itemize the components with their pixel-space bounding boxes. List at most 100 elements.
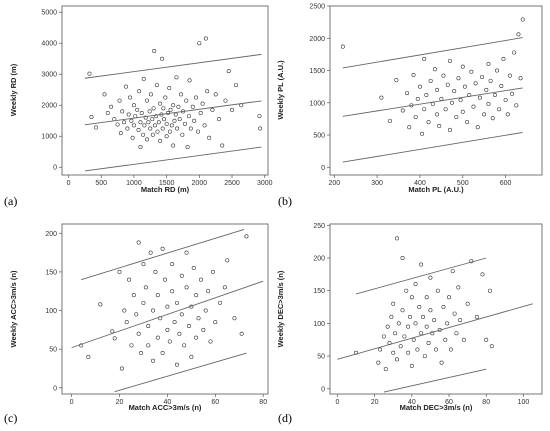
data-point [210,107,215,112]
data-point [443,337,448,342]
data-point [512,50,517,55]
data-point [376,360,381,365]
data-point [480,272,485,277]
data-point [437,123,442,128]
data-point [379,95,384,100]
data-point [413,321,418,326]
data-point [409,295,414,300]
data-point [383,367,388,372]
regression-line [84,100,262,126]
data-point [202,123,207,128]
data-point [148,92,153,97]
x-tick-label: 0 [335,399,339,406]
data-point [258,126,263,131]
data-point [180,132,185,137]
panel-label: (d) [278,411,292,425]
data-point [143,285,148,290]
data-point [456,76,461,81]
data-point [486,62,491,67]
data-point [141,76,146,81]
x-tick-label: 200 [328,180,340,187]
data-point [216,117,221,122]
data-point [452,311,457,316]
data-point [162,117,167,122]
data-point [186,323,191,328]
data-point [474,314,479,319]
data-point [447,295,452,300]
data-point [145,98,150,103]
data-point [424,324,429,329]
data-point [94,125,99,130]
x-axis-label: Match ACC>3m/s (n) [129,403,202,412]
y-tick-label: 500 [313,133,325,140]
data-point [124,320,129,325]
data-point [197,41,202,46]
plot-frame [61,223,269,395]
x-tick-label: 400 [414,180,426,187]
data-point [150,132,155,137]
y-tick-label: 2000 [309,36,325,43]
plot-frame [329,5,543,176]
x-tick-label: 0 [70,399,74,406]
data-point [495,68,500,73]
y-axis-label: Weekly RD (m) [9,63,18,116]
data-point [213,92,218,97]
x-tick-label: 300 [371,180,383,187]
data-point [435,288,440,293]
data-point [424,295,429,300]
data-point [126,112,131,117]
x-tick-label: 40 [163,399,171,406]
data-point [391,301,396,306]
data-point [112,336,117,341]
data-point [89,115,94,120]
data-point [87,71,92,76]
data-point [105,110,110,115]
data-point [120,109,125,114]
data-point [176,104,181,109]
data-point [461,337,466,342]
data-point [117,269,122,274]
data-point [146,120,151,125]
data-point [492,93,497,98]
data-point [194,293,199,298]
data-point [138,120,143,125]
data-point [503,98,508,103]
data-point [378,347,383,352]
data-point [179,273,184,278]
prediction-limit-line [114,352,247,393]
data-point [143,115,148,120]
x-tick-label: 60 [445,399,453,406]
data-point [109,104,114,109]
data-point [136,128,141,133]
data-point [151,358,156,363]
data-point [447,58,452,63]
data-point [167,86,172,91]
y-tick-label: 0 [321,386,325,393]
data-point [419,262,424,267]
data-point [477,95,482,100]
data-point [433,347,438,352]
data-point [136,240,141,245]
data-point [480,74,485,79]
panel-label: (b) [278,194,292,208]
data-point [232,316,237,321]
data-point [482,112,487,117]
data-point [146,343,151,348]
data-point [185,145,190,150]
data-point [190,104,195,109]
data-point [170,262,175,267]
data-point [462,84,467,89]
data-point [393,331,398,336]
regression-line [71,280,264,349]
data-point [172,118,177,123]
data-point [499,83,504,88]
data-point [141,262,146,267]
y-tick-label: 2500 [309,4,325,11]
data-point [400,108,405,113]
scatter-panel-2: 200 300 400 500 600 0 500 1000 1500 2000 2500 Match… [276,4,543,208]
data-point [398,344,403,349]
data-point [450,100,455,105]
data-point [471,104,476,109]
data-point [510,91,515,96]
data-point [186,114,191,119]
